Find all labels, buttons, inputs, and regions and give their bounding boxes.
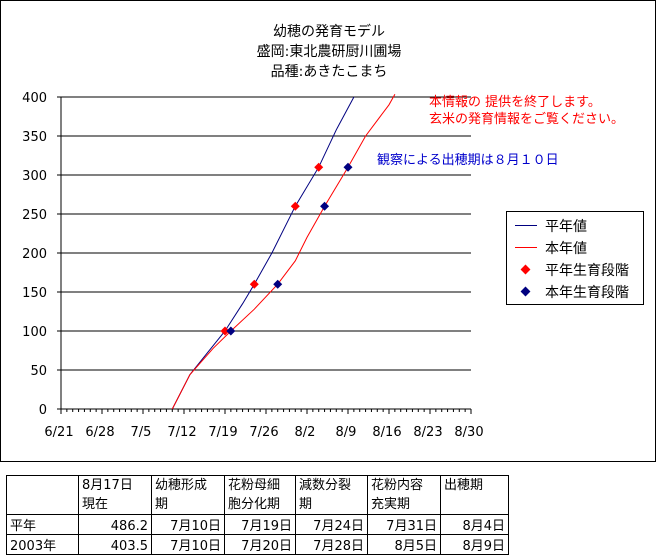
- legend-symbol-diamond: [513, 260, 539, 280]
- table-cell: 7月28日: [295, 534, 368, 555]
- x-tick-label: 6/28: [85, 425, 114, 440]
- growth-stage-table: 8月17日 現在 幼穂形成期 花粉母細 胞分化期 減数分裂期 花粉内容 充実期 出穂期…: [6, 475, 509, 555]
- stage-marker-2-1: [249, 279, 259, 289]
- series-line-1: [171, 94, 396, 410]
- y-tick-label: 0: [39, 403, 47, 418]
- table-header-cell: 幼穂形成期: [151, 475, 225, 515]
- x-tick-label: 7/5: [131, 425, 152, 440]
- end-notice-text: 本情報の 提供を終了します。: [429, 95, 601, 110]
- chart-title-line-3: 品種:あきたこまち: [270, 64, 388, 80]
- y-tick-label: 400: [22, 91, 47, 106]
- legend-label: 本年生育段階: [545, 285, 629, 301]
- x-tick-label: 8/2: [295, 425, 316, 440]
- x-tick-label: 8/16: [372, 425, 401, 440]
- x-tick-label: 8/30: [454, 425, 483, 440]
- table-cell: 7月24日: [295, 514, 368, 535]
- legend-item-current-line: 本年値: [513, 238, 587, 258]
- legend-symbol-diamond: [513, 282, 539, 302]
- y-tick-label: 200: [22, 247, 47, 262]
- x-tick-label: 7/12: [167, 425, 196, 440]
- x-tick-label: 7/19: [208, 425, 237, 440]
- stage-marker-2-2: [290, 201, 300, 211]
- table-cell: 7月10日: [151, 514, 225, 535]
- row-label: 平年: [6, 514, 79, 535]
- stage-marker-3-2: [320, 201, 330, 211]
- chart-title-line-1: 幼穂の発育モデル: [273, 24, 385, 40]
- table-header-cell: 出穂期: [440, 475, 509, 515]
- table-cell: 7月19日: [224, 514, 296, 535]
- table-header-cell: 花粉内容 充実期: [367, 475, 441, 515]
- y-tick-label: 50: [30, 364, 47, 379]
- legend-item-current-stage: 本年生育段階: [513, 282, 629, 302]
- x-tick-label: 7/26: [249, 425, 278, 440]
- table-header-row: 8月17日 現在 幼穂形成期 花粉母細 胞分化期 減数分裂期 花粉内容 充実期 出穂期: [6, 475, 509, 515]
- x-tick-label: 8/9: [336, 425, 357, 440]
- y-tick-label: 250: [22, 208, 47, 223]
- stage-marker-2-3: [314, 162, 324, 172]
- table-cell: 7月31日: [367, 514, 441, 535]
- table-header-cell: [6, 475, 79, 515]
- stage-marker-3-3: [343, 162, 353, 172]
- table-cell: 8月4日: [440, 514, 509, 535]
- table-cell: 8月5日: [367, 534, 441, 555]
- table-header-cell: 8月17日 現在: [78, 475, 152, 515]
- y-tick-label: 100: [22, 325, 47, 340]
- legend-label: 平年値: [545, 219, 587, 235]
- table-row: 2003年 403.5 7月10日 7月20日 7月28日 8月5日 8月9日: [6, 534, 509, 555]
- heading-date-note: 観察による出穂期は８月１０日: [377, 153, 559, 168]
- stage-marker-3-0: [226, 326, 236, 336]
- legend-label: 平年生育段階: [545, 263, 629, 279]
- legend-item-normal-line: 平年値: [513, 216, 587, 236]
- table-row: 平年 486.2 7月10日 7月19日 7月24日 7月31日 8月4日: [6, 514, 509, 535]
- chart-legend: 平年値 本年値 平年生育段階 本年生育段階: [506, 211, 644, 305]
- legend-symbol-line: [513, 238, 539, 258]
- legend-symbol-line: [513, 216, 539, 236]
- chart-plot: 0 50 100 150 200 250 300 350 400 6/21 6/28 7/5 7/12 7…: [22, 91, 483, 440]
- chart-frame: 幼穂の発育モデル 盛岡:東北農研厨川圃場 品種:あきたこまち 0 50 100 150…: [0, 0, 656, 462]
- table-cell: 403.5: [78, 534, 152, 555]
- table-cell: 486.2: [78, 514, 152, 535]
- row-label: 2003年: [6, 534, 79, 555]
- stage-marker-2-0: [220, 326, 230, 336]
- stage-marker-3-1: [273, 279, 283, 289]
- chart-title-line-2: 盛岡:東北農研厨川圃場: [256, 44, 402, 60]
- table-header-cell: 減数分裂期: [295, 475, 368, 515]
- y-tick-label: 150: [22, 286, 47, 301]
- y-tick-label: 350: [22, 130, 47, 145]
- x-tick-label: 8/23: [413, 425, 442, 440]
- x-tick-label: 6/21: [44, 425, 73, 440]
- y-tick-label: 300: [22, 169, 47, 184]
- table-cell: 7月10日: [151, 534, 225, 555]
- table-header-cell: 花粉母細 胞分化期: [224, 475, 296, 515]
- table-cell: 8月9日: [440, 534, 509, 555]
- legend-item-normal-stage: 平年生育段階: [513, 260, 629, 280]
- table-cell: 7月20日: [224, 534, 296, 555]
- brown-rice-notice-text: 玄米の発育情報をご覧ください。: [429, 112, 625, 127]
- legend-label: 本年値: [545, 241, 587, 257]
